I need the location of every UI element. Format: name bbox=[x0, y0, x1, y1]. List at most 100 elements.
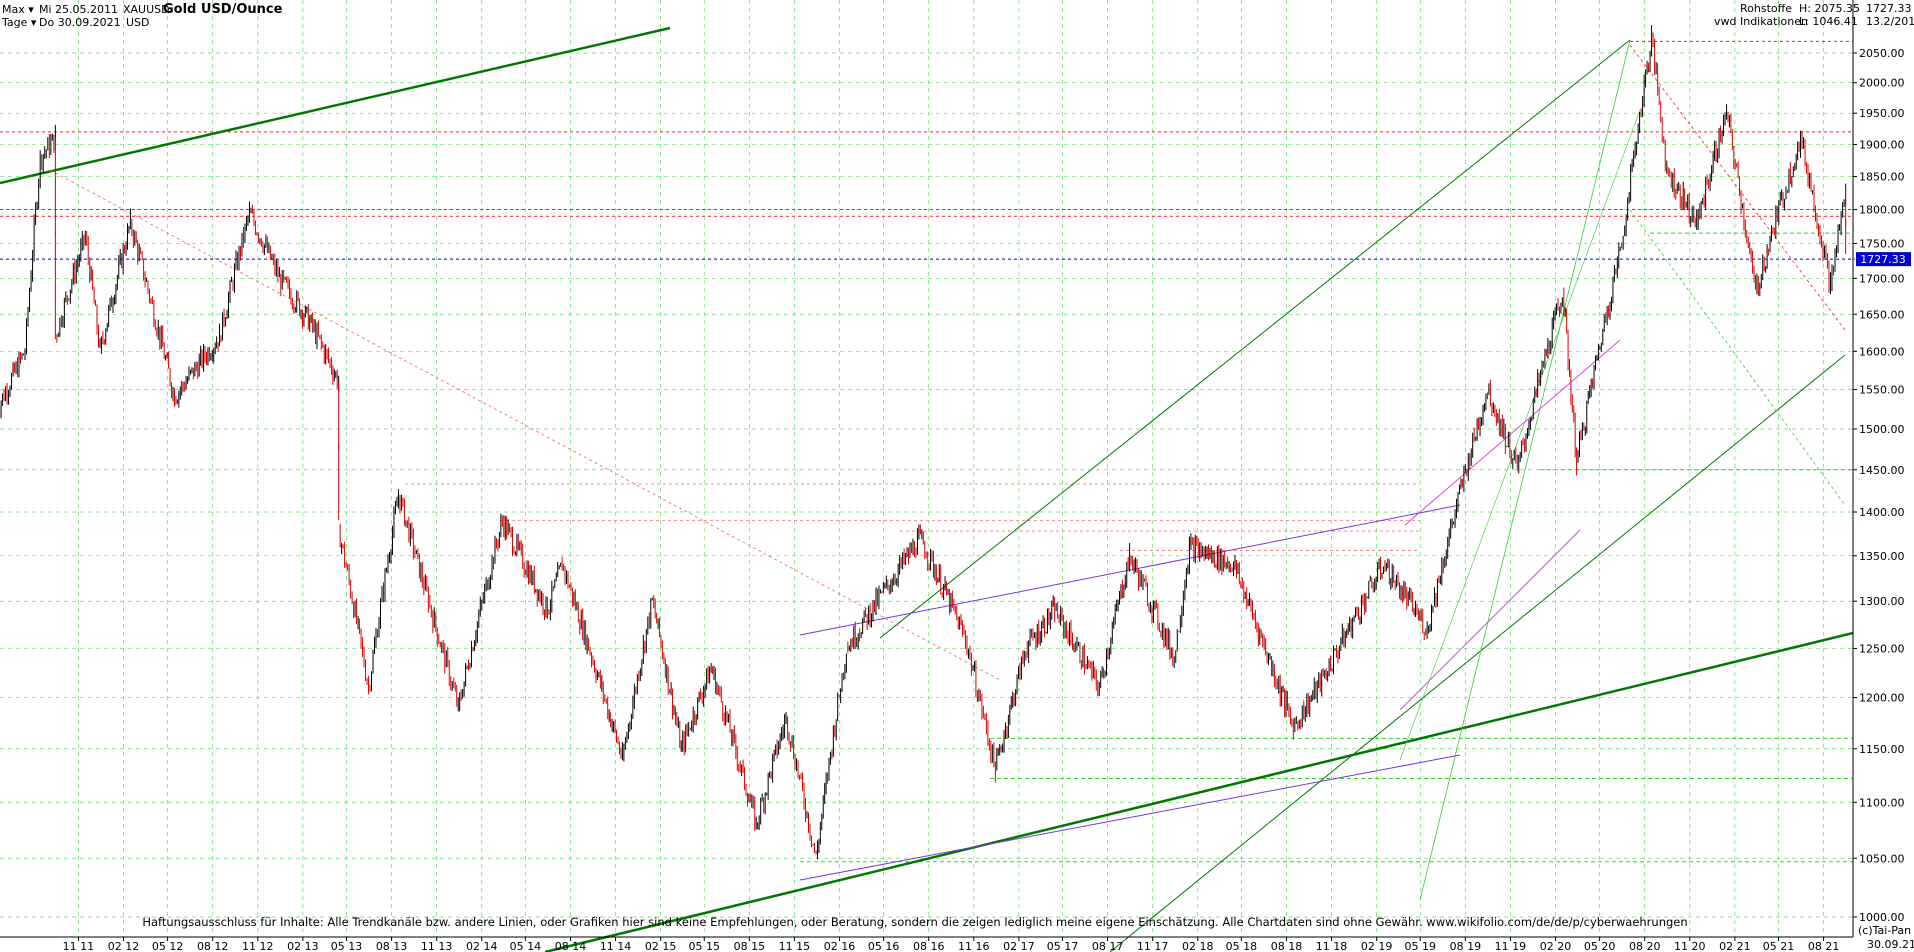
price-tick-label: 1250.00 bbox=[1859, 642, 1905, 655]
time-tick-label: 02 20 bbox=[1540, 940, 1572, 952]
trend-line bbox=[1419, 39, 1631, 901]
last-price-marker: 1727.33 bbox=[1856, 252, 1911, 267]
trend-line bbox=[879, 39, 1631, 639]
price-tick-label: 2000.00 bbox=[1859, 77, 1905, 90]
disclaimer-text: Haftungsausschluss für Inhalte: Alle Tre… bbox=[142, 915, 1687, 929]
time-tick-label: 05 21 bbox=[1763, 940, 1795, 952]
symbol-code: XAUUSD bbox=[123, 3, 170, 16]
last-price-label-bg bbox=[1856, 252, 1911, 267]
time-tick-label: 05 13 bbox=[331, 940, 363, 952]
axes bbox=[0, 0, 1854, 938]
trend-line bbox=[1399, 109, 1641, 761]
time-tick-label: 11 17 bbox=[1137, 940, 1169, 952]
price-tick-label: 1800.00 bbox=[1859, 204, 1905, 217]
time-tick-label: 08 18 bbox=[1271, 940, 1303, 952]
time-tick-label: 08 16 bbox=[913, 940, 945, 952]
time-tick-label: 11 14 bbox=[600, 940, 632, 952]
price-tick-label: 1300.00 bbox=[1859, 595, 1905, 608]
last-price-label: 1727.33 bbox=[1860, 253, 1906, 266]
price-tick-label: 1350.00 bbox=[1859, 550, 1905, 563]
time-tick-label: 05 15 bbox=[688, 940, 720, 952]
last-price-top: 1727.33 bbox=[1866, 2, 1912, 15]
right-info: 13.2/201.0 bbox=[1866, 15, 1914, 28]
time-tick-label: 02 15 bbox=[645, 940, 677, 952]
time-tick-label: 02 16 bbox=[824, 940, 856, 952]
symbol-currency: USD bbox=[126, 16, 150, 29]
period-mode: Tage bbox=[2, 16, 28, 29]
time-tick-label: 11 18 bbox=[1316, 940, 1348, 952]
time-tick-labels: 11 11 02 12 05 12 08 12 11 12 02 13 05 13 08 13… bbox=[63, 937, 1840, 952]
price-tick-label: 1550.00 bbox=[1859, 384, 1905, 397]
price-tick-label: 1700.00 bbox=[1859, 272, 1905, 285]
range-selector[interactable]: Max ▾ bbox=[2, 3, 34, 16]
trend-line bbox=[0, 26, 671, 185]
trend-line bbox=[1399, 529, 1581, 711]
start-date[interactable]: Mi 25.05.2011 bbox=[39, 3, 119, 16]
trend-line bbox=[1404, 339, 1621, 526]
trend-line bbox=[799, 754, 1461, 881]
price-tick-label: 2050.00 bbox=[1859, 47, 1905, 60]
time-tick-label: 05 16 bbox=[868, 940, 900, 952]
category-label: Rohstoffe bbox=[1740, 2, 1792, 15]
price-tick-label: 1100.00 bbox=[1859, 796, 1905, 809]
time-tick-label: 02 21 bbox=[1719, 940, 1751, 952]
time-tick-label: 08 13 bbox=[376, 940, 408, 952]
time-tick-label: 11 11 bbox=[63, 940, 95, 952]
time-tick-label: 08 15 bbox=[734, 940, 766, 952]
price-tick-label: 1750.00 bbox=[1859, 237, 1905, 250]
last-date-text: 30.09.21 bbox=[1867, 938, 1914, 951]
time-tick-label: 11 20 bbox=[1674, 940, 1706, 952]
price-tick-label: 1900.00 bbox=[1859, 138, 1905, 151]
price-tick-label: 1400.00 bbox=[1859, 506, 1905, 519]
time-tick-label: 05 14 bbox=[510, 940, 542, 952]
time-tick-label: 08 19 bbox=[1450, 940, 1482, 952]
high-label: H: 2075.35 bbox=[1799, 2, 1860, 15]
period-selector[interactable]: Tage ▾ bbox=[2, 16, 36, 29]
time-tick-label: 11 16 bbox=[958, 940, 990, 952]
time-tick-label: 08 21 bbox=[1808, 940, 1840, 952]
time-tick-label: 11 12 bbox=[242, 940, 274, 952]
trend-line bbox=[1109, 354, 1846, 952]
time-tick-label: 02 19 bbox=[1361, 940, 1393, 952]
time-tick-label: 05 19 bbox=[1405, 940, 1437, 952]
low-label: L: 1046.41 bbox=[1799, 15, 1858, 28]
time-tick-label: 05 20 bbox=[1584, 940, 1616, 952]
price-tick-label: 1850.00 bbox=[1859, 171, 1905, 184]
time-tick-label: 02 14 bbox=[466, 940, 498, 952]
range-mode: Max bbox=[2, 3, 25, 16]
price-tick-label: 1150.00 bbox=[1859, 743, 1905, 756]
time-tick-label: 08 14 bbox=[555, 940, 587, 952]
time-tick-label: 05 17 bbox=[1047, 940, 1079, 952]
trend-lines bbox=[0, 26, 1854, 952]
time-tick-label: 08 17 bbox=[1092, 940, 1124, 952]
time-tick-label: 02 12 bbox=[108, 940, 140, 952]
price-tick-label: 1450.00 bbox=[1859, 464, 1905, 477]
price-series bbox=[0, 25, 1847, 860]
end-date[interactable]: Do 30.09.2021 bbox=[39, 16, 121, 29]
price-tick-labels: 1000.00 1050.00 1100.00 1150.00 1200.00 1250.… bbox=[1853, 47, 1905, 924]
price-tick-label: 1600.00 bbox=[1859, 345, 1905, 358]
source-label: vwd Indikationen bbox=[1714, 15, 1808, 28]
time-tick-label: 05 18 bbox=[1226, 940, 1258, 952]
price-tick-label: 1050.00 bbox=[1859, 852, 1905, 865]
time-tick-label: 02 17 bbox=[1003, 940, 1035, 952]
chevron-down-icon: ▾ bbox=[27, 16, 37, 29]
time-tick-label: 11 15 bbox=[779, 940, 811, 952]
price-tick-label: 1200.00 bbox=[1859, 692, 1905, 705]
price-tick-label: 1650.00 bbox=[1859, 308, 1905, 321]
time-tick-label: 05 12 bbox=[152, 940, 184, 952]
copyright-text: (c)Tai-Pan bbox=[1858, 924, 1911, 937]
time-tick-label: 08 12 bbox=[197, 940, 229, 952]
price-tick-label: 1500.00 bbox=[1859, 423, 1905, 436]
price-tick-label: 1000.00 bbox=[1859, 911, 1905, 924]
trend-line bbox=[1629, 209, 1846, 506]
price-tick-label: 1950.00 bbox=[1859, 107, 1905, 120]
chart-title: Gold USD/Ounce bbox=[163, 2, 283, 17]
trend-line bbox=[544, 631, 1854, 952]
chevron-down-icon: ▾ bbox=[24, 3, 34, 16]
horizontal-levels bbox=[0, 40, 1855, 863]
time-tick-label: 11 13 bbox=[421, 940, 453, 952]
time-tick-label: 02 18 bbox=[1182, 940, 1214, 952]
